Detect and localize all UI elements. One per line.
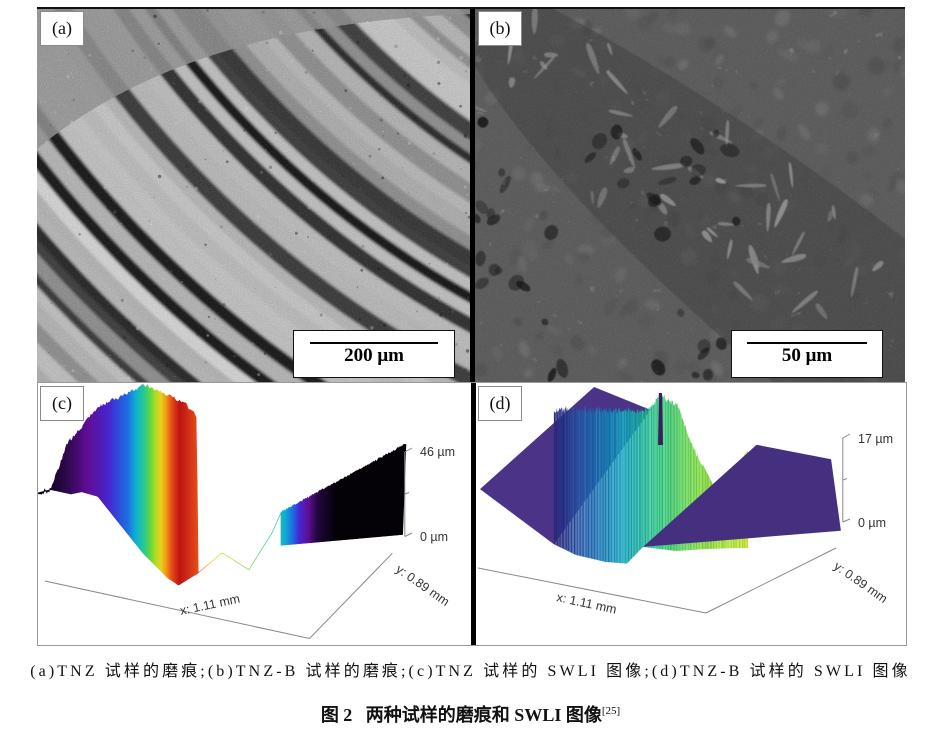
svg-text:17 µm: 17 µm [858,432,893,446]
svg-text:y: 0.89 mm: y: 0.89 mm [831,559,890,606]
svg-text:46 µm: 46 µm [420,445,455,459]
svg-text:0 µm: 0 µm [858,516,886,530]
svg-text:0 µm: 0 µm [420,530,448,544]
svg-text:x: 1.11 mm: x: 1.11 mm [179,592,241,618]
svg-text:y: 0.89 mm: y: 0.89 mm [393,562,452,609]
